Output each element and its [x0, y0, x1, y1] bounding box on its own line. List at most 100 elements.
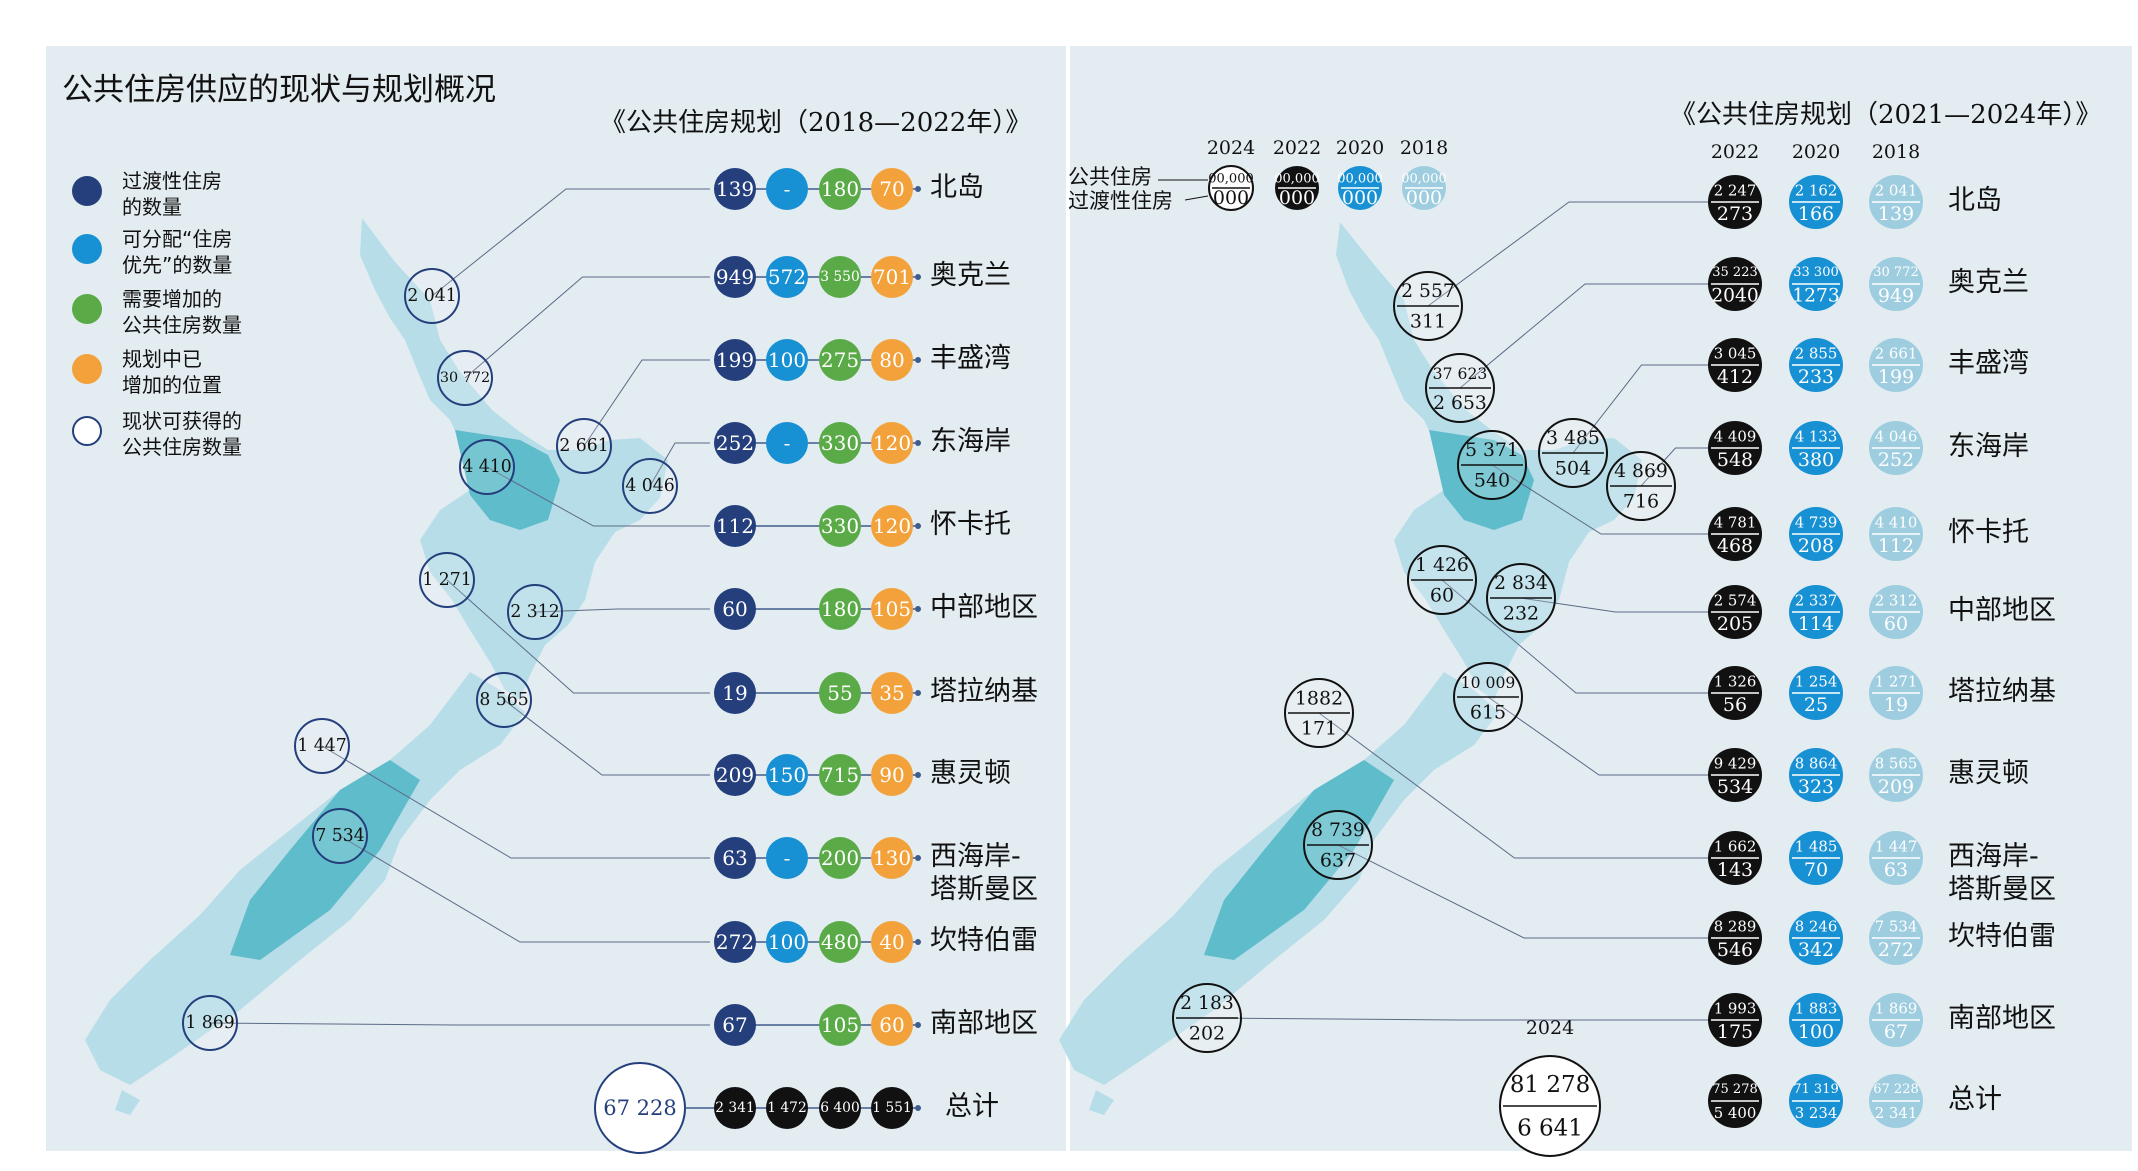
total-2024-bottom-value: 6 641: [1517, 1116, 1583, 1142]
legend-year: 2020: [1336, 137, 1384, 159]
row-end-dot: [915, 357, 921, 363]
transitional-total-dot: [714, 1087, 756, 1129]
left-row-1: 30 772 949 572 3 550 701: [437, 256, 921, 406]
transitional-value: 252: [716, 431, 754, 455]
supply-2024-top-value: 37 623: [1433, 364, 1488, 383]
south-island-right-dark: [1204, 760, 1394, 960]
y2018-bottom-value: 209: [1878, 776, 1914, 798]
y2018-top-value: 8 565: [1875, 755, 1918, 773]
needed-dot: [819, 588, 861, 630]
left-row-4: 4 410 112 330 120: [459, 439, 921, 547]
legend-key-bottom-value: 000: [1342, 187, 1378, 209]
planned-dot: [871, 837, 913, 879]
current-supply-ring: [404, 268, 460, 324]
south-island-left-dark: [230, 760, 420, 960]
transitional-dot: [714, 672, 756, 714]
planned-value: 120: [873, 431, 911, 455]
legend-key-bottom-value: 000: [1279, 187, 1315, 209]
region-label: 丰盛湾: [930, 343, 1011, 374]
y2022-top-value: 1 993: [1714, 1000, 1757, 1018]
needed-dot: [819, 422, 861, 464]
y2018-top-value: 7 534: [1875, 918, 1918, 936]
right-row-2: 3 485 504 3 045 412 2 855 233 2 661 199: [1538, 338, 1923, 488]
planned-value: 35: [879, 681, 904, 705]
leader-line: [339, 835, 710, 943]
transitional-value: 272: [716, 930, 754, 954]
right-row-11: 81 278 6 641 75 278 5 400 71 319 3 234 67 228 2…: [1499, 1055, 1923, 1157]
current-supply-value: 7 534: [315, 826, 364, 846]
leader-line: [1427, 201, 1710, 307]
priority-dot: [766, 422, 808, 464]
row-end-dot: [915, 186, 921, 192]
leader-line: [209, 1022, 710, 1026]
y2020-top-value: 4 133: [1795, 428, 1838, 446]
right-map: [1059, 222, 1642, 1115]
priority-dot: [766, 921, 808, 963]
planned-value: 130: [873, 846, 911, 870]
priority-dot: [766, 837, 808, 879]
transitional-total-value: 2 341: [715, 1100, 754, 1116]
row-end-dot: [915, 855, 921, 861]
year-header: 2018: [1872, 141, 1920, 163]
y2018-bottom-value: 67: [1884, 1021, 1908, 1043]
left-row-0: 2 041 139 - 180 70: [404, 168, 921, 324]
north-island-left-dark: [455, 430, 560, 530]
y2022-top-value: 2 574: [1714, 592, 1757, 610]
stewart-island-left: [115, 1090, 140, 1115]
current-supply-ring: [476, 672, 532, 728]
row-end-dot: [915, 939, 921, 945]
y2020-top-value: 2 337: [1795, 592, 1838, 610]
y2022-bottom-value: 175: [1717, 1021, 1753, 1043]
current-supply-value: 4 046: [625, 476, 674, 496]
transitional-value: 19: [722, 681, 747, 705]
leader-line: [1640, 447, 1710, 487]
needed-value: 200: [821, 846, 859, 870]
y2020-top-value: 2 855: [1795, 345, 1838, 363]
leader-line: [431, 188, 710, 297]
current-supply-ring: [312, 808, 368, 864]
y2018-top-value: 67 228: [1873, 1082, 1919, 1097]
current-supply-ring: [419, 552, 475, 608]
y2022-bottom-value: 205: [1717, 613, 1753, 635]
leader-line: [503, 699, 710, 776]
y2022-bottom-value: 143: [1717, 859, 1753, 881]
transitional-dot: [714, 422, 756, 464]
needed-value: 330: [821, 514, 859, 538]
legend-swatch: [72, 416, 102, 446]
left-row-2: 2 661 199 100 275 80: [556, 339, 921, 474]
total-supply-value: 67 228: [603, 1096, 676, 1120]
y2018-bottom-value: 19: [1884, 694, 1908, 716]
right-leader-lines: [1206, 201, 1710, 1021]
legend-swatch: [72, 294, 102, 324]
needed-value: 180: [821, 177, 859, 201]
legend-label: 规划中已 增加的位置: [122, 347, 222, 397]
legend-item: 需要增加的 公共住房数量: [72, 286, 242, 338]
current-supply-ring: [622, 458, 678, 514]
transitional-value: 209: [716, 763, 754, 787]
region-label: 北岛: [1948, 185, 2002, 216]
current-supply-ring: [556, 418, 612, 474]
region-label: 西海岸- 塔斯曼区: [930, 841, 1038, 905]
legend-year: 2018: [1400, 137, 1448, 159]
left-chart-marks: 2 041 139 - 180 70 30 772 949 572 3 550 701 2 661 1…: [182, 168, 921, 1154]
y2022-bottom-value: 5 400: [1714, 1104, 1757, 1122]
right-chart-marks: 2 557 311 2 247 273 2 162 166 2 041 139 37 623 2 …: [1068, 137, 1923, 1157]
y2018-bottom-value: 199: [1878, 366, 1914, 388]
supply-2024-bottom-value: 311: [1410, 310, 1446, 332]
region-label: 东海岸: [930, 426, 1011, 457]
right-row-0: 2 557 311 2 247 273 2 162 166 2 041 139: [1393, 175, 1923, 341]
y2022-top-value: 3 045: [1714, 345, 1757, 363]
needed-value: 3 550: [820, 269, 859, 285]
y2020-top-value: 8 246: [1795, 918, 1838, 936]
y2020-bottom-value: 208: [1798, 535, 1834, 557]
planned-dot: [871, 921, 913, 963]
planned-value: 90: [879, 763, 904, 787]
supply-2024-top-value: 2 183: [1180, 993, 1234, 1014]
y2018-bottom-value: 272: [1878, 939, 1914, 961]
transitional-dot: [714, 754, 756, 796]
planned-total-dot: [871, 1087, 913, 1129]
supply-2024-bottom-value: 232: [1503, 602, 1539, 624]
supply-2024-top-value: 5 371: [1465, 440, 1519, 461]
row-end-dot: [915, 772, 921, 778]
priority-dot: [766, 168, 808, 210]
